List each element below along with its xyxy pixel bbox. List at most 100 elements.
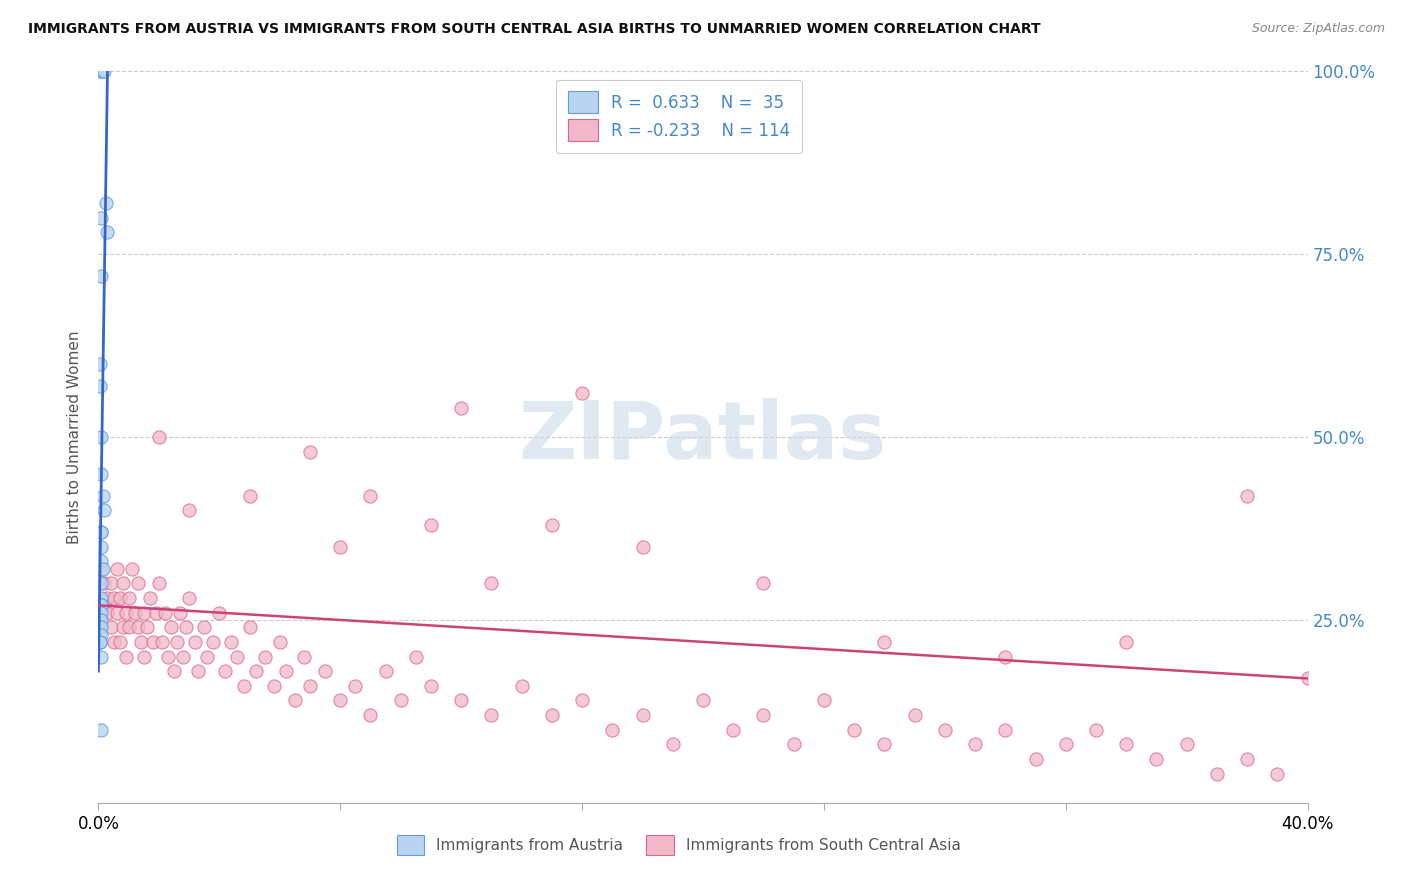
Point [873,737,896,751]
Point [965,737,987,751]
Point [90,554,112,568]
Point [1175,737,1198,751]
Point [111,620,134,634]
Point [89,357,111,371]
Point [692,693,714,707]
Point [90,525,112,540]
Point [153,606,176,620]
Point [299,679,322,693]
Point [274,664,297,678]
Point [127,620,149,634]
Point [214,664,236,678]
Point [90,211,112,225]
Point [89,599,111,613]
Point [118,591,141,605]
Point [132,606,155,620]
Point [1267,766,1289,780]
Point [174,620,197,634]
Point [148,576,170,591]
Point [90,620,112,634]
Point [111,576,134,591]
Point [904,708,927,723]
Point [179,503,201,517]
Point [93,576,115,591]
Point [226,649,249,664]
Point [108,635,131,649]
Point [90,576,112,591]
Point [90,599,112,613]
Point [245,664,267,678]
Point [284,693,307,707]
Point [389,693,412,707]
Point [299,444,322,458]
Point [90,540,112,554]
Point [100,620,122,634]
Point [783,737,806,751]
Point [1024,752,1046,766]
Point [96,225,118,239]
Point [172,649,194,664]
Point [179,591,201,605]
Point [253,649,276,664]
Point [90,430,112,444]
Point [89,379,111,393]
Point [420,517,443,532]
Point [994,723,1017,737]
Point [631,540,654,554]
Point [661,737,683,751]
Point [752,708,775,723]
Point [127,576,149,591]
Point [510,679,533,693]
Point [90,525,112,540]
Point [450,693,472,707]
Point [96,606,118,620]
Point [571,693,593,707]
Point [269,635,291,649]
Point [90,269,112,284]
Point [166,635,188,649]
Point [540,708,562,723]
Point [329,693,352,707]
Point [89,606,111,620]
Point [90,467,112,481]
Point [121,562,143,576]
Point [94,196,117,211]
Point [105,606,128,620]
Point [450,401,472,415]
Point [239,620,262,634]
Point [90,627,112,641]
Point [420,679,443,693]
Point [239,489,262,503]
Point [90,606,112,620]
Point [344,679,367,693]
Point [160,620,183,634]
Point [91,64,114,78]
Point [118,620,141,634]
Point [263,679,285,693]
Point [221,635,243,649]
Point [129,635,152,649]
Point [193,620,215,634]
Point [1115,635,1137,649]
Point [132,649,155,664]
Point [1085,723,1108,737]
Point [481,708,503,723]
Point [150,635,173,649]
Point [405,649,427,664]
Point [135,620,157,634]
Point [100,576,122,591]
Point [105,562,128,576]
Point [1054,737,1077,751]
Point [93,503,115,517]
Point [374,664,396,678]
Point [844,723,866,737]
Y-axis label: Births to Unmarried Women: Births to Unmarried Women [67,330,83,544]
Text: IMMIGRANTS FROM AUSTRIA VS IMMIGRANTS FROM SOUTH CENTRAL ASIA BIRTHS TO UNMARRIE: IMMIGRANTS FROM AUSTRIA VS IMMIGRANTS FR… [28,22,1040,37]
Point [994,649,1017,664]
Point [90,613,112,627]
Point [114,606,136,620]
Point [145,606,167,620]
Point [90,599,112,613]
Point [360,708,382,723]
Point [723,723,745,737]
